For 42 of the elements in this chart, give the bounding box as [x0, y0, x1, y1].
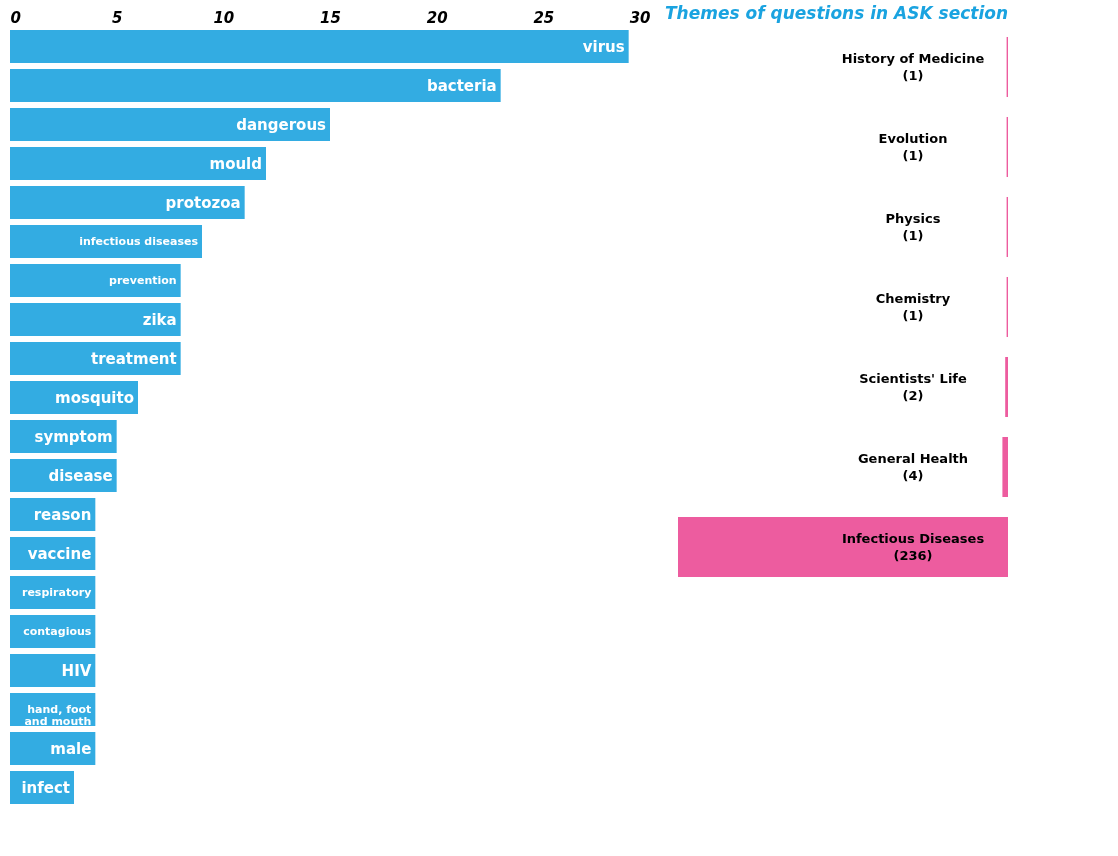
category-label: dangerous: [236, 115, 326, 134]
data-label: (1): [902, 228, 924, 243]
category-label: Chemistry: [875, 291, 951, 306]
data-label: (2): [902, 388, 924, 403]
category-label: General Health: [857, 451, 969, 466]
category-label: disease: [48, 466, 113, 485]
x-tick-label: 30: [629, 8, 651, 27]
category-label: protozoa: [165, 193, 241, 212]
category-label: mosquito: [55, 388, 134, 407]
category-label: Physics: [885, 211, 941, 226]
category-label: Scientists' Life: [859, 371, 968, 386]
x-tick-label: 10: [213, 8, 235, 27]
category-label: male: [50, 739, 92, 758]
category-label: contagious: [23, 624, 92, 638]
x-tick-label: 0: [10, 8, 21, 27]
data-label: (1): [902, 68, 924, 83]
category-label: Infectious Diseases: [841, 531, 985, 546]
category-label: treatment: [90, 349, 177, 368]
x-tick-label: 15: [320, 8, 341, 27]
category-label: hand, foot and mouth: [24, 702, 92, 728]
category-label: infect: [21, 778, 70, 797]
category-label: symptom: [34, 427, 113, 446]
x-tick-label: 5: [111, 8, 123, 27]
category-label: respiratory: [21, 585, 92, 599]
category-label: reason: [33, 505, 92, 524]
category-label: mould: [209, 154, 262, 173]
category-label: zika: [142, 310, 177, 329]
category-label: History of Medicine: [841, 51, 985, 66]
x-tick-label: 20: [426, 8, 448, 27]
category-label: infectious diseases: [79, 234, 198, 248]
category-label: virus: [582, 37, 625, 56]
category-label: bacteria: [426, 76, 497, 95]
data-label: (1): [902, 148, 924, 163]
category-label: prevention: [109, 273, 177, 287]
data-label: (4): [902, 468, 924, 483]
category-label: HIV: [61, 661, 92, 680]
data-label: (1): [902, 308, 924, 323]
text: Themes of questions in ASK section: [665, 3, 1008, 23]
data-label: (236): [893, 548, 933, 563]
category-label: Evolution: [878, 131, 948, 146]
category-label: vaccine: [27, 544, 92, 563]
x-tick-label: 25: [533, 8, 555, 27]
